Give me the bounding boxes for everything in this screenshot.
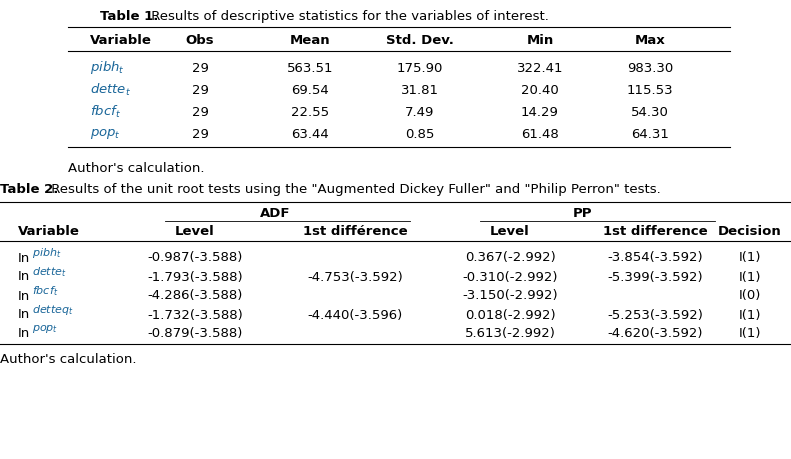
Text: -3.854(-3.592): -3.854(-3.592) <box>607 251 703 264</box>
Text: Results of the unit root tests using the "Augmented Dickey Fuller" and "Philip P: Results of the unit root tests using the… <box>47 183 660 196</box>
Text: In: In <box>18 270 30 283</box>
Text: Author's calculation.: Author's calculation. <box>68 162 205 174</box>
Text: Table 2.: Table 2. <box>0 183 59 196</box>
Text: $\mathit{dette}_{t}$: $\mathit{dette}_{t}$ <box>32 264 66 278</box>
Text: $\mathit{dette}_{t}$: $\mathit{dette}_{t}$ <box>90 82 131 98</box>
Text: 1st différence: 1st différence <box>303 225 407 238</box>
Text: I(0): I(0) <box>739 289 761 302</box>
Text: -3.150(-2.992): -3.150(-2.992) <box>462 289 558 302</box>
Text: $\mathit{detteq}_{t}$: $\mathit{detteq}_{t}$ <box>32 302 74 316</box>
Text: Author's calculation.: Author's calculation. <box>0 352 137 365</box>
Text: -0.879(-3.588): -0.879(-3.588) <box>147 327 243 340</box>
Text: -5.399(-3.592): -5.399(-3.592) <box>607 270 703 283</box>
Text: Variable: Variable <box>18 225 80 238</box>
Text: Mean: Mean <box>290 34 331 46</box>
Text: $\mathit{fbcf}_{t}$: $\mathit{fbcf}_{t}$ <box>90 104 121 120</box>
Text: $\mathit{fbcf}_{t}$: $\mathit{fbcf}_{t}$ <box>32 284 59 297</box>
Text: -0.987(-3.588): -0.987(-3.588) <box>147 251 243 264</box>
Text: 31.81: 31.81 <box>401 84 439 96</box>
Text: 64.31: 64.31 <box>631 127 669 140</box>
Text: In: In <box>18 289 30 302</box>
Text: -1.793(-3.588): -1.793(-3.588) <box>147 270 243 283</box>
Text: 29: 29 <box>191 62 209 74</box>
Text: 175.90: 175.90 <box>397 62 443 74</box>
Text: 0.85: 0.85 <box>405 127 435 140</box>
Text: Decision: Decision <box>718 225 782 238</box>
Text: Obs: Obs <box>186 34 214 46</box>
Text: 7.49: 7.49 <box>405 105 435 118</box>
Text: ADF: ADF <box>259 207 290 220</box>
Text: $\mathit{pibh}_{t}$: $\mathit{pibh}_{t}$ <box>90 59 125 76</box>
Text: Results of descriptive statistics for the variables of interest.: Results of descriptive statistics for th… <box>147 10 549 23</box>
Text: In: In <box>18 251 30 264</box>
Text: 983.30: 983.30 <box>627 62 673 74</box>
Text: 563.51: 563.51 <box>287 62 333 74</box>
Text: In: In <box>18 327 30 340</box>
Text: -5.253(-3.592): -5.253(-3.592) <box>607 308 703 321</box>
Text: -4.286(-3.588): -4.286(-3.588) <box>147 289 243 302</box>
Text: 14.29: 14.29 <box>521 105 559 118</box>
Text: 29: 29 <box>191 84 209 96</box>
Text: 29: 29 <box>191 105 209 118</box>
Text: 322.41: 322.41 <box>517 62 563 74</box>
Text: -4.753(-3.592): -4.753(-3.592) <box>307 270 403 283</box>
Text: Std. Dev.: Std. Dev. <box>386 34 454 46</box>
Text: Level: Level <box>175 225 215 238</box>
Text: $\mathit{pibh}_{t}$: $\mathit{pibh}_{t}$ <box>32 246 62 259</box>
Text: 61.48: 61.48 <box>521 127 559 140</box>
Text: -4.440(-3.596): -4.440(-3.596) <box>308 308 403 321</box>
Text: 20.40: 20.40 <box>521 84 559 96</box>
Text: 54.30: 54.30 <box>631 105 669 118</box>
Text: I(1): I(1) <box>739 270 761 283</box>
Text: Min: Min <box>526 34 554 46</box>
Text: I(1): I(1) <box>739 308 761 321</box>
Text: 0.367(-2.992): 0.367(-2.992) <box>464 251 555 264</box>
Text: I(1): I(1) <box>739 327 761 340</box>
Text: 115.53: 115.53 <box>626 84 673 96</box>
Text: 69.54: 69.54 <box>291 84 329 96</box>
Text: 63.44: 63.44 <box>291 127 329 140</box>
Text: -4.620(-3.592): -4.620(-3.592) <box>607 327 702 340</box>
Text: -1.732(-3.588): -1.732(-3.588) <box>147 308 243 321</box>
Text: 0.018(-2.992): 0.018(-2.992) <box>464 308 555 321</box>
Text: Table 1.: Table 1. <box>100 10 158 23</box>
Text: Variable: Variable <box>90 34 152 46</box>
Text: 29: 29 <box>191 127 209 140</box>
Text: Level: Level <box>490 225 530 238</box>
Text: Max: Max <box>634 34 665 46</box>
Text: PP: PP <box>573 207 592 220</box>
Text: $\mathit{pop}_{t}$: $\mathit{pop}_{t}$ <box>32 322 59 334</box>
Text: I(1): I(1) <box>739 251 761 264</box>
Text: 22.55: 22.55 <box>291 105 329 118</box>
Text: $\mathit{pop}_{t}$: $\mathit{pop}_{t}$ <box>90 127 121 141</box>
Text: In: In <box>18 308 30 321</box>
Text: 5.613(-2.992): 5.613(-2.992) <box>464 327 555 340</box>
Text: 1st difference: 1st difference <box>603 225 707 238</box>
Text: -0.310(-2.992): -0.310(-2.992) <box>462 270 558 283</box>
